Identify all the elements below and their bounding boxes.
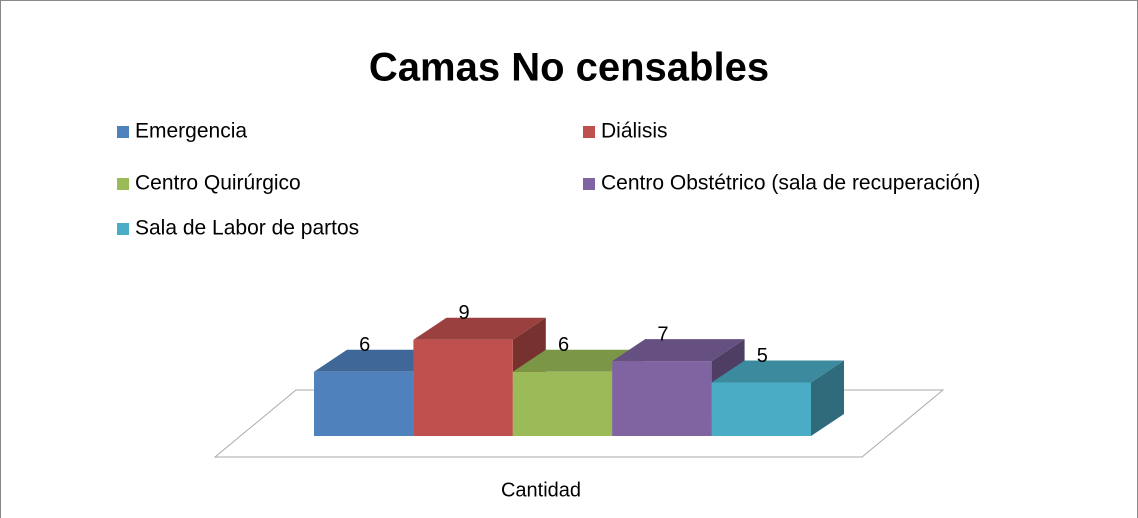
legend-swatch: [583, 126, 595, 138]
chart-title: Camas No censables: [369, 46, 769, 90]
bar: [612, 361, 712, 436]
legend-label: Centro Obstétrico (sala de recuperación): [601, 172, 980, 195]
legend-swatch: [117, 126, 129, 138]
data-label: 9: [459, 302, 470, 324]
legend-swatch: [583, 178, 595, 190]
legend-label: Emergencia: [135, 120, 247, 143]
bar-side: [811, 360, 844, 436]
bar-top: [413, 317, 546, 340]
legend-swatch: [117, 178, 129, 190]
bar: [512, 371, 613, 436]
data-label: 7: [657, 323, 668, 345]
legend-swatch: [117, 223, 129, 235]
bar: [314, 371, 414, 436]
legend-label: Sala de Labor de partos: [135, 217, 359, 240]
bar: [711, 382, 811, 436]
bar-top: [512, 349, 646, 372]
legend-label: Diálisis: [601, 120, 668, 143]
category-label: Cantidad: [501, 479, 581, 501]
legend-label: Centro Quirúrgico: [135, 172, 301, 195]
bar-top: [314, 349, 447, 372]
data-label: 6: [558, 334, 569, 356]
bar-top: [711, 360, 844, 383]
data-label: 5: [757, 345, 768, 367]
bar-top: [612, 339, 745, 362]
bar: [413, 339, 513, 436]
data-label: 6: [359, 334, 370, 356]
